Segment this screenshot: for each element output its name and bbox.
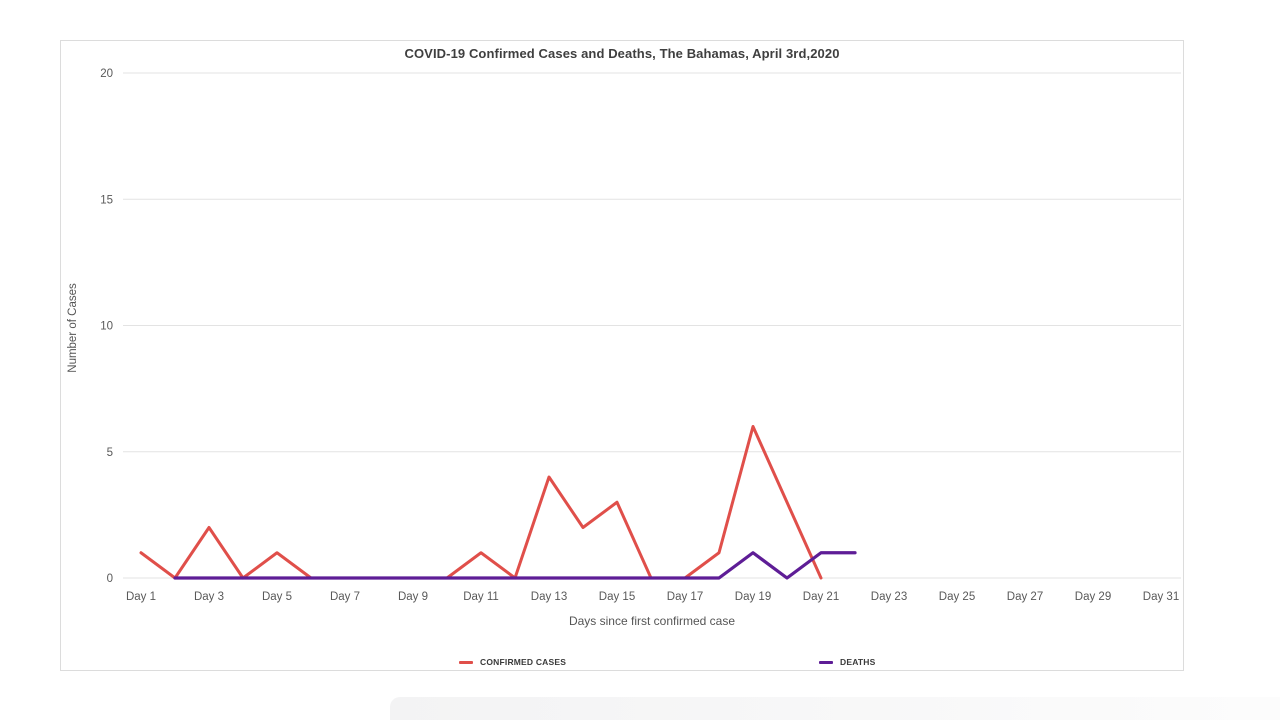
x-axis-title: Days since first confirmed case bbox=[568, 614, 736, 628]
y-tick-label: 15 bbox=[100, 194, 113, 206]
x-tick-label: Day 9 bbox=[398, 591, 428, 603]
deaths-legend-label: DEATHS bbox=[840, 657, 876, 667]
y-tick-label: 20 bbox=[100, 68, 113, 80]
x-tick-label: Day 29 bbox=[1075, 591, 1111, 603]
x-tick-label: Day 3 bbox=[194, 591, 224, 603]
x-tick-label: Day 11 bbox=[463, 591, 499, 603]
x-tick-label: Day 25 bbox=[939, 591, 975, 603]
series-line-confirmed-cases bbox=[139, 425, 823, 580]
x-tick-label: Day 15 bbox=[599, 591, 635, 603]
y-tick-label: 5 bbox=[107, 447, 113, 459]
series-line-deaths bbox=[173, 551, 857, 580]
x-tick-label: Day 7 bbox=[330, 591, 360, 603]
chart-title: COVID-19 Confirmed Cases and Deaths, The… bbox=[404, 46, 840, 61]
y-tick-label: 0 bbox=[107, 573, 113, 585]
x-tick-label: Day 13 bbox=[531, 591, 567, 603]
y-axis-title: Number of Cases bbox=[67, 283, 79, 373]
plot-area: 0 5 10 15 20 Day 1 Day 3 Day 5 Day 7 Day 9 Day 11 D… bbox=[100, 68, 1181, 603]
page-bottom-strip bbox=[390, 697, 1280, 720]
x-tick-label: Day 1 bbox=[126, 591, 156, 603]
legend-item-confirmed-cases: CONFIRMED CASES bbox=[459, 657, 566, 667]
x-tick-label: Day 31 bbox=[1143, 591, 1179, 603]
x-tick-label: Day 5 bbox=[262, 591, 292, 603]
chart-container[interactable]: COVID-19 Confirmed Cases and Deaths, The… bbox=[60, 40, 1184, 671]
x-tick-label: Day 21 bbox=[803, 591, 839, 603]
x-tick-label: Day 23 bbox=[871, 591, 907, 603]
x-tick-label: Day 17 bbox=[667, 591, 703, 603]
x-tick-label: Day 19 bbox=[735, 591, 771, 603]
y-tick-label: 10 bbox=[100, 321, 113, 333]
confirmed-cases-legend-swatch bbox=[459, 660, 473, 664]
confirmed-cases-legend-label: CONFIRMED CASES bbox=[480, 657, 567, 667]
legend-item-deaths: DEATHS bbox=[819, 657, 876, 667]
x-tick-label: Day 27 bbox=[1007, 591, 1043, 603]
deaths-legend-swatch bbox=[819, 660, 833, 664]
